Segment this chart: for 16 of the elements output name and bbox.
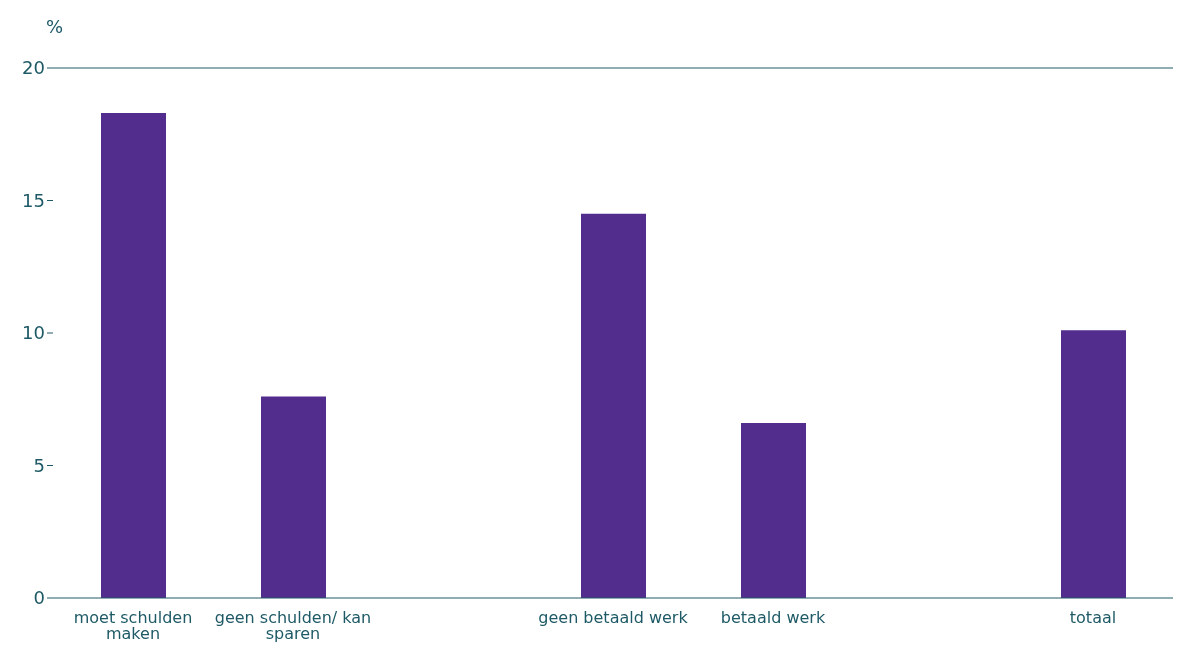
x-tick-label: moet schulden maken <box>73 608 193 644</box>
y-axis-title: % <box>46 16 64 37</box>
bar <box>261 396 326 598</box>
y-tick-label: 5 <box>33 454 45 476</box>
y-tick-label: 0 <box>33 587 45 609</box>
bar <box>581 213 646 598</box>
y-tick-label: 15 <box>22 189 45 211</box>
y-tick-label: 10 <box>22 322 45 344</box>
bar <box>1061 330 1126 598</box>
x-tick-label: geen schulden/ kan sparen <box>214 608 372 644</box>
bar <box>741 423 806 598</box>
x-tick-label: betaald werk <box>720 608 826 628</box>
x-tick-label: totaal <box>1069 608 1117 628</box>
bar <box>101 113 166 598</box>
x-tick-label: geen betaald werk <box>538 608 689 628</box>
y-tick-label: 20 <box>22 57 45 79</box>
